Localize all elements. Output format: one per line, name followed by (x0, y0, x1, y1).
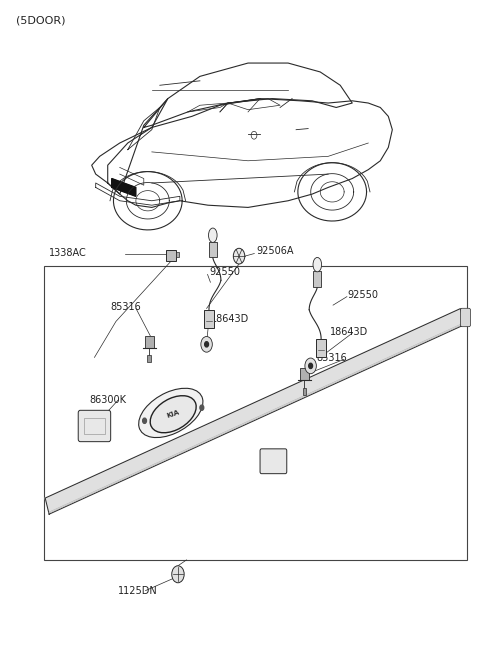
Circle shape (309, 363, 312, 369)
Ellipse shape (150, 396, 196, 433)
FancyBboxPatch shape (460, 308, 470, 327)
Bar (44, 266, 467, 560)
Ellipse shape (313, 257, 322, 272)
Text: 92550: 92550 (209, 268, 240, 277)
Text: 18643D: 18643D (211, 314, 250, 324)
Ellipse shape (139, 388, 203, 438)
FancyBboxPatch shape (260, 449, 287, 474)
Polygon shape (45, 308, 464, 514)
Text: (5DOOR): (5DOOR) (16, 16, 65, 26)
Polygon shape (112, 178, 136, 196)
Circle shape (201, 337, 212, 352)
Ellipse shape (208, 228, 217, 243)
Text: 18643D: 18643D (330, 327, 368, 337)
Bar (166, 250, 176, 261)
Text: 92550: 92550 (348, 291, 378, 300)
Bar (300, 369, 309, 380)
Text: 1338AC: 1338AC (49, 248, 87, 258)
Bar (316, 339, 326, 358)
Bar (84, 418, 105, 434)
Circle shape (233, 249, 245, 264)
Circle shape (204, 342, 208, 347)
Bar (144, 336, 154, 348)
Circle shape (200, 405, 204, 410)
Text: 1125DN: 1125DN (118, 586, 158, 596)
Bar (302, 388, 306, 395)
Text: 85316: 85316 (316, 353, 347, 363)
Circle shape (143, 418, 146, 423)
Bar (204, 310, 214, 328)
FancyBboxPatch shape (78, 410, 111, 441)
Text: 92506A: 92506A (257, 246, 294, 256)
Bar (176, 252, 179, 257)
Circle shape (172, 565, 184, 583)
Bar (313, 271, 321, 287)
Text: 85316: 85316 (110, 302, 141, 312)
Text: KIA: KIA (166, 409, 180, 419)
Circle shape (305, 358, 316, 374)
Text: 86300K: 86300K (90, 395, 127, 405)
Bar (209, 242, 216, 257)
Bar (147, 356, 151, 362)
